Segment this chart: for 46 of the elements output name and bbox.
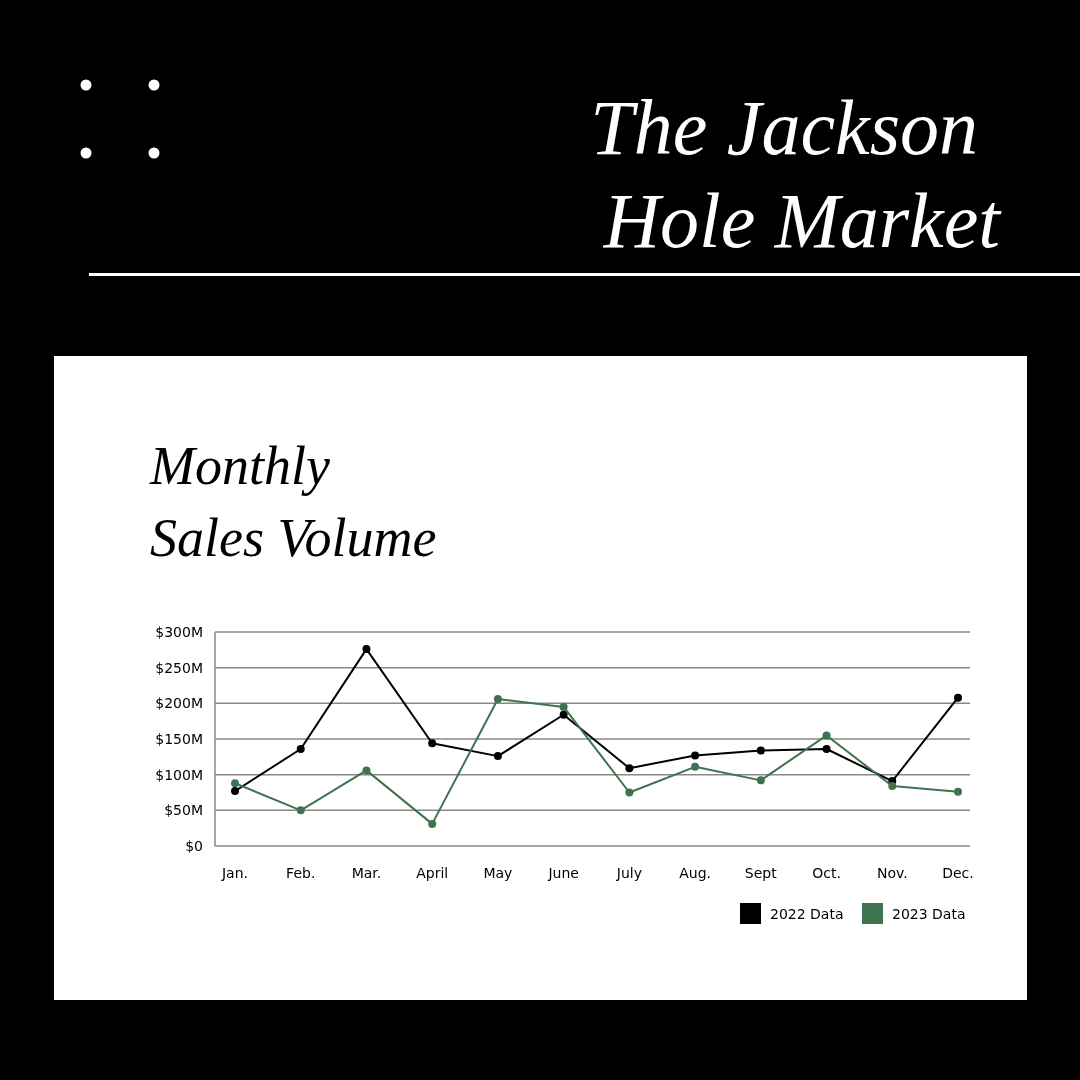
y-tick-label: $50M xyxy=(164,802,203,819)
point xyxy=(822,731,831,740)
point xyxy=(954,787,962,796)
chart-title: The Jackson Hole Market xyxy=(590,84,1003,264)
point xyxy=(756,746,765,755)
point xyxy=(756,776,765,785)
point xyxy=(559,710,568,719)
x-tick-label: June xyxy=(547,865,579,881)
point xyxy=(296,806,305,815)
point xyxy=(691,762,700,771)
point xyxy=(822,744,831,753)
point xyxy=(428,819,437,828)
legend-label: 2022 Data xyxy=(770,905,844,922)
point xyxy=(493,752,502,761)
x-tick-label: Mar. xyxy=(351,865,382,881)
x-tick-label: Oct. xyxy=(812,865,841,881)
x-tick-label: May xyxy=(483,865,513,881)
point xyxy=(625,764,634,773)
x-tick-label: April xyxy=(416,865,449,881)
point xyxy=(231,779,239,788)
point xyxy=(493,695,502,704)
legend-label: 2023 Data xyxy=(892,905,966,922)
point xyxy=(888,782,897,791)
y-tick-label: $300M xyxy=(155,623,203,640)
point xyxy=(231,787,239,796)
x-tick-label: Sept xyxy=(744,865,778,881)
y-tick-label: $150M xyxy=(155,730,203,747)
x-tick-label: Nov. xyxy=(876,865,908,881)
y-tick-label: $200M xyxy=(155,695,203,712)
point xyxy=(362,766,371,775)
point xyxy=(625,788,634,797)
x-tick-label: Aug. xyxy=(679,865,711,881)
y-tick-label: $100M xyxy=(155,766,203,783)
point xyxy=(559,702,568,711)
point xyxy=(428,739,437,748)
chart-subtitle: Monthly Sales Volume xyxy=(149,436,437,568)
x-tick-label: July xyxy=(615,865,642,881)
x-tick-label: Dec. xyxy=(942,865,974,881)
point xyxy=(691,751,700,760)
point xyxy=(954,693,962,702)
y-tick-label: $250M xyxy=(155,659,203,676)
point xyxy=(362,645,371,654)
x-tick-label: Feb. xyxy=(286,865,316,881)
x-tick-label: Jan. xyxy=(220,865,249,881)
point xyxy=(296,744,305,753)
y-tick-label: $0 xyxy=(185,837,203,854)
